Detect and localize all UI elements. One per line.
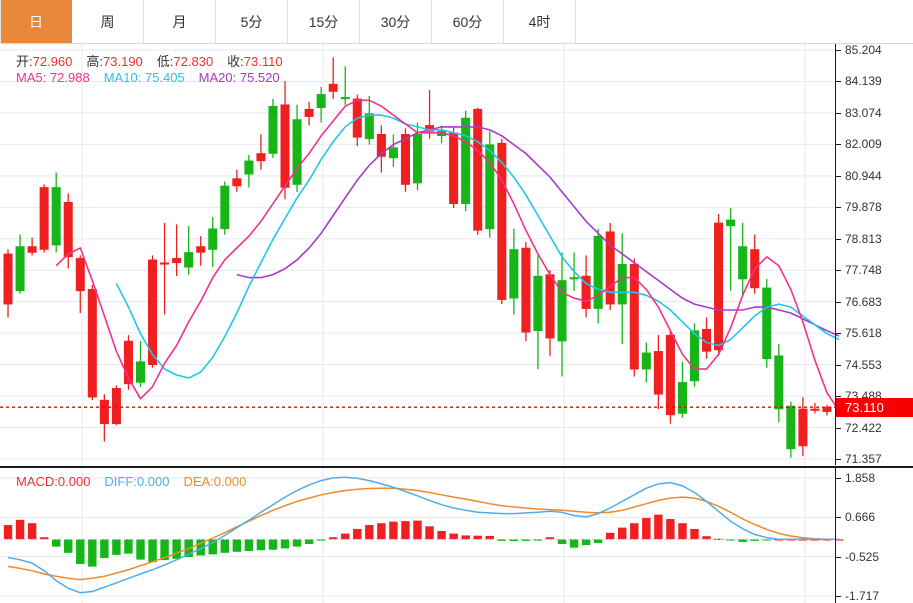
price-tick-12: 72.422 [836,421,882,435]
price-tick-5: 79.878 [836,200,882,214]
price-chart-panel[interactable]: 85.204 84.139 83.074 82.009 80.944 79.878 78.8… [0,44,913,465]
price-chart-svg [0,44,840,465]
tab-6[interactable]: 60分 [432,0,504,43]
price-tick-2: 83.074 [836,106,882,120]
tab-3[interactable]: 5分 [216,0,288,43]
macd-tick-2: -0.525 [836,550,879,564]
price-tick-13: 71.357 [836,452,882,465]
macd-axis: 1.858 0.666 -0.525 -1.717 [835,468,913,603]
macd-tick-1: 0.666 [836,510,875,524]
price-tick-4: 80.944 [836,169,882,183]
price-tick-6: 78.813 [836,232,882,246]
last-price-tag: 73.110 [836,397,913,417]
price-tick-10: 74.553 [836,358,882,372]
tab-0[interactable]: 日 [0,0,72,43]
tab-label: 30分 [380,13,411,30]
tab-label: 5分 [240,13,263,30]
macd-tick-3: -1.717 [836,589,879,603]
price-axis: 85.204 84.139 83.074 82.009 80.944 79.878 78.8… [835,44,913,465]
price-tick-3: 82.009 [836,137,882,151]
tabbar-filler [576,0,913,43]
price-tick-9: 75.618 [836,326,882,340]
tab-5[interactable]: 30分 [360,0,432,43]
tab-7[interactable]: 4时 [504,0,576,43]
tab-1[interactable]: 周 [72,0,144,43]
price-tick-1: 84.139 [836,74,882,88]
macd-chart-svg [0,468,844,603]
macd-tick-0: 1.858 [836,471,875,485]
tab-label: 月 [172,13,187,30]
timeframe-tabbar: 日 周 月 5分 15分 30分 60分 4时 [0,0,913,44]
macd-chart-panel[interactable]: 1.858 0.666 -0.525 -1.717 [0,466,913,603]
price-tick-8: 76.683 [836,295,882,309]
tab-label: 15分 [308,13,339,30]
price-tick-0: 85.204 [836,44,882,57]
tab-label: 60分 [452,13,483,30]
price-tick-7: 77.748 [836,263,882,277]
tab-label: 4时 [528,13,551,30]
tab-label: 日 [29,13,43,30]
tab-2[interactable]: 月 [144,0,216,43]
tab-label: 周 [100,13,115,30]
tab-4[interactable]: 15分 [288,0,360,43]
